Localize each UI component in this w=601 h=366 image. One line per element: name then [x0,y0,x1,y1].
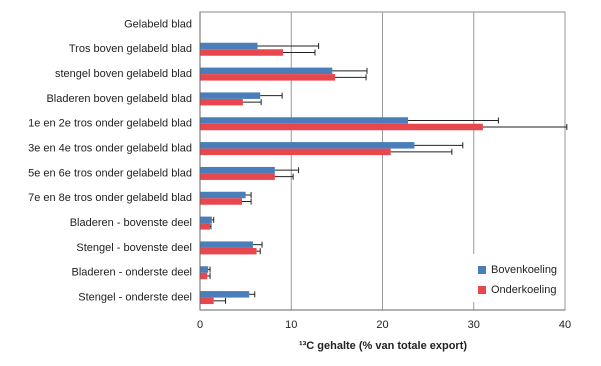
y-tick-label: Bladeren - bovenste deel [70,217,192,229]
bar [200,198,242,205]
error-bar [210,223,212,230]
x-tick-label: 20 [376,319,388,331]
error-bar [482,124,568,130]
error-bar [208,266,211,273]
y-tick-label: Gelabeld blad [124,18,192,30]
bar [200,42,258,50]
y-tick-label: Bladeren - onderste deel [72,267,192,279]
error-bar [213,297,227,304]
bar [200,272,208,280]
bar [200,297,214,305]
x-axis-title: ¹³C gehalte (% van totale export) [299,340,467,352]
x-tick-label: 0 [197,319,203,331]
error-bar [390,148,453,155]
error-bar [257,43,320,49]
bar [200,223,211,230]
error-bar [335,74,367,81]
bar [200,98,243,106]
bar [200,142,415,149]
y-tick-label: 7e en 8e tros onder gelabeld blad [28,192,192,204]
y-tick-label: 1e en 2e tros onder gelabeld blad [28,118,192,130]
x-tick-label: 30 [468,319,480,331]
bar [200,166,275,174]
error-bar [241,198,252,205]
error-bar [260,92,283,99]
error-bar [274,173,294,180]
bar [200,117,409,124]
bar [200,49,284,56]
x-tick-label: 40 [559,319,571,331]
bar [200,247,257,255]
y-tick-label: 3e en 4e tros onder gelabeld blad [28,142,192,154]
bar [200,241,253,248]
error-bar [252,241,263,248]
error-bar [242,99,262,106]
bar [200,123,483,131]
y-tick-label: Tros boven gelabeld blad [69,43,192,55]
x-tick-label: 10 [285,319,297,331]
bar [200,291,250,298]
y-tick-label: Stengel - onderste deel [78,291,192,303]
error-bar [256,248,261,255]
error-bar [283,49,316,56]
bar [200,67,333,75]
error-bar [249,291,256,298]
legend-label: Bovenkoeling [491,264,557,276]
bar [200,266,209,273]
error-bar [207,273,211,279]
error-bar [245,192,252,198]
legend-swatch [478,286,486,294]
bar [200,173,275,180]
error-bar [332,67,368,74]
legend-box [472,254,562,302]
error-bar [408,117,499,124]
bar [200,92,261,99]
y-tick-label: Bladeren boven gelabeld blad [46,93,192,105]
y-tick-label: stengel boven gelabeld blad [55,68,192,80]
legend-swatch [478,266,486,274]
bar [200,74,336,81]
legend-label: Onderkoeling [491,284,556,296]
bar [200,191,246,199]
y-tick-label: Stengel - bovenste deel [76,242,192,254]
error-bar [414,142,464,149]
error-bar [211,216,215,223]
error-bar [274,167,300,174]
bar [200,148,391,156]
bar [200,216,212,224]
y-tick-label: 5e en 6e tros onder gelabeld blad [28,167,192,179]
